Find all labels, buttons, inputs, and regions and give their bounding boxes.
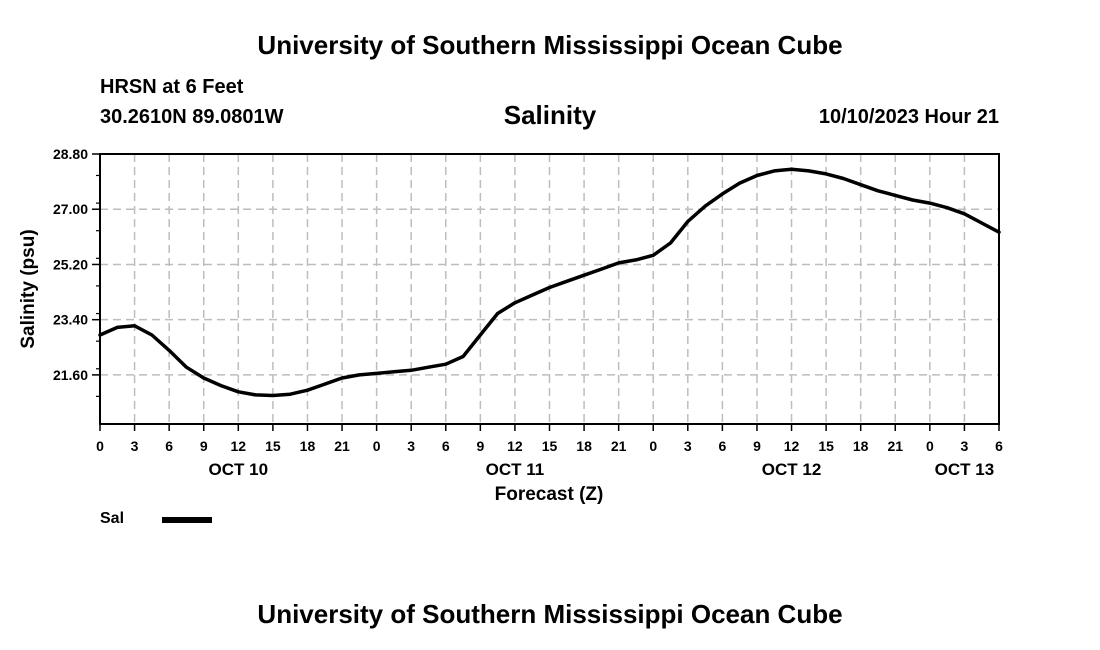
x-tick-label: 21 (887, 438, 903, 454)
x-tick-label: 9 (753, 438, 761, 454)
x-tick-label: 18 (300, 438, 316, 454)
x-tick-label: 18 (853, 438, 869, 454)
chart-title-top: University of Southern Mississippi Ocean… (257, 30, 843, 60)
tick-layer (92, 153, 1000, 431)
x-tick-label: 0 (96, 438, 104, 454)
y-axis-title: Salinity (psu) (18, 229, 39, 348)
x-tick-label: 12 (507, 438, 523, 454)
x-tick-label: 6 (995, 438, 1003, 454)
y-tick-label: 25.20 (53, 256, 88, 272)
x-tick-label: 9 (200, 438, 208, 454)
x-tick-label: 21 (334, 438, 350, 454)
x-tick-label: 3 (684, 438, 692, 454)
x-tick-label: 12 (231, 438, 247, 454)
x-date-label: OCT 10 (209, 460, 269, 479)
station-coordinates: 30.2610N 89.0801W (100, 106, 284, 128)
chart-title-bottom: University of Southern Mississippi Ocean… (257, 599, 843, 629)
x-tick-label: 15 (542, 438, 558, 454)
y-tick-label: 27.00 (53, 201, 88, 217)
legend-label: Sal (100, 510, 125, 527)
label-layer: 0 3 6 9 12 15 18 21 0 3 6 9 12 15 18 21 0 3 6 9 12 15 18 21 0 3 6O… (53, 146, 1003, 479)
x-tick-label: 0 (649, 438, 657, 454)
variable-title: Salinity (503, 100, 597, 130)
legend-line-swatch (162, 517, 212, 523)
x-tick-label: 0 (373, 438, 381, 454)
forecast-datetime: 10/10/2023 Hour 21 (818, 106, 999, 128)
x-tick-label: 18 (576, 438, 592, 454)
y-tick-label: 28.80 (53, 146, 88, 162)
plot-frame (99, 153, 1000, 425)
x-tick-label: 3 (961, 438, 969, 454)
x-tick-label: 21 (611, 438, 627, 454)
x-tick-label: 6 (442, 438, 450, 454)
station-label: HRSN at 6 Feet (100, 76, 244, 98)
x-tick-label: 3 (407, 438, 415, 454)
x-tick-label: 9 (476, 438, 484, 454)
x-tick-label: 3 (131, 438, 139, 454)
series-layer (98, 167, 1001, 398)
x-tick-label: 15 (265, 438, 281, 454)
y-tick-label: 23.40 (53, 312, 88, 328)
x-date-label: OCT 12 (762, 460, 822, 479)
x-axis-title: Forecast (Z) (495, 484, 604, 505)
y-tick-label: 21.60 (53, 367, 88, 383)
x-tick-label: 12 (784, 438, 800, 454)
x-tick-label: 0 (926, 438, 934, 454)
x-date-label: OCT 13 (935, 460, 995, 479)
x-tick-label: 15 (818, 438, 834, 454)
series-line-sal (98, 167, 1001, 398)
x-tick-label: 6 (165, 438, 173, 454)
x-tick-label: 6 (718, 438, 726, 454)
x-date-label: OCT 11 (486, 460, 545, 479)
